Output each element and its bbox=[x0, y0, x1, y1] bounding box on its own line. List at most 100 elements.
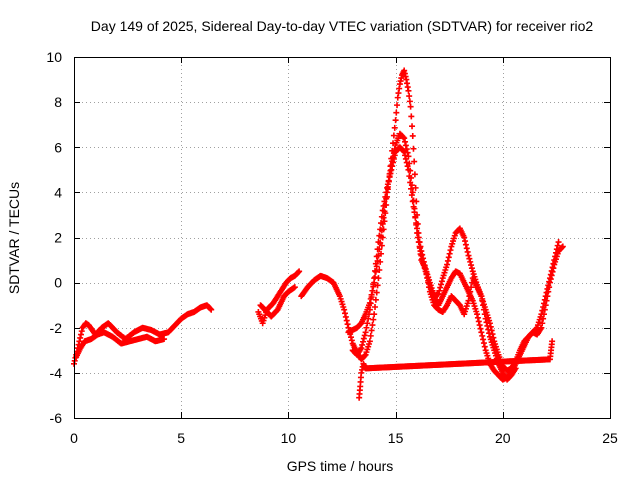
data-point bbox=[543, 289, 550, 296]
data-point bbox=[410, 145, 417, 152]
data-point bbox=[438, 281, 445, 288]
data-point bbox=[370, 316, 377, 323]
data-point bbox=[546, 275, 553, 282]
data-point bbox=[479, 297, 486, 304]
data-point bbox=[367, 332, 374, 339]
data-point bbox=[547, 271, 554, 278]
data-point bbox=[539, 320, 546, 327]
y-tick-label: 8 bbox=[54, 94, 62, 110]
data-point bbox=[484, 322, 491, 329]
data-point bbox=[546, 278, 553, 285]
data-point bbox=[477, 325, 484, 332]
data-point bbox=[425, 279, 432, 286]
data-point bbox=[435, 290, 442, 297]
data-point bbox=[413, 220, 420, 227]
data-point bbox=[343, 317, 350, 324]
series-4 bbox=[298, 67, 566, 383]
x-tick-label: 0 bbox=[70, 430, 78, 446]
data-point bbox=[412, 184, 419, 191]
data-point bbox=[401, 135, 408, 142]
data-point bbox=[479, 332, 486, 339]
data-point bbox=[367, 300, 374, 307]
data-point bbox=[417, 243, 424, 250]
data-point bbox=[409, 123, 416, 130]
data-point bbox=[481, 343, 488, 350]
data-point bbox=[379, 207, 386, 214]
data-point bbox=[423, 270, 430, 277]
data-point bbox=[383, 189, 390, 196]
data-point bbox=[466, 255, 473, 262]
data-point bbox=[467, 288, 474, 295]
x-axis-label: GPS time / hours bbox=[287, 458, 394, 474]
data-point bbox=[552, 253, 559, 260]
data-point bbox=[366, 311, 373, 318]
data-point bbox=[402, 155, 409, 162]
data-point bbox=[291, 284, 298, 291]
data-point bbox=[369, 287, 376, 294]
data-point bbox=[481, 311, 488, 318]
data-point bbox=[462, 241, 469, 248]
data-point bbox=[549, 264, 556, 271]
data-point bbox=[551, 257, 558, 264]
data-point bbox=[77, 334, 84, 341]
data-point bbox=[478, 329, 485, 336]
data-point bbox=[361, 332, 368, 339]
data-point bbox=[388, 166, 395, 173]
data-point bbox=[485, 326, 492, 333]
data-point bbox=[550, 260, 557, 267]
data-point bbox=[533, 325, 540, 332]
series-1 bbox=[73, 329, 168, 361]
data-point bbox=[482, 315, 489, 322]
series-2 bbox=[255, 268, 303, 327]
data-point bbox=[407, 179, 414, 186]
data-point bbox=[468, 284, 475, 291]
data-point bbox=[295, 269, 302, 276]
data-point bbox=[486, 330, 493, 337]
data-point bbox=[554, 242, 561, 249]
data-point bbox=[480, 340, 487, 347]
data-point bbox=[447, 247, 454, 254]
data-point bbox=[437, 284, 444, 291]
data-point bbox=[411, 171, 418, 178]
data-point bbox=[422, 266, 429, 273]
y-tick-label: 0 bbox=[54, 275, 62, 291]
data-point bbox=[360, 338, 367, 345]
data-point bbox=[464, 248, 471, 255]
data-point bbox=[344, 321, 351, 328]
data-point bbox=[420, 255, 427, 262]
data-point bbox=[411, 209, 418, 216]
data-point bbox=[390, 159, 397, 166]
data-point bbox=[381, 198, 388, 205]
data-point bbox=[420, 258, 427, 265]
data-point bbox=[373, 253, 380, 260]
data-point bbox=[384, 181, 391, 188]
data-point bbox=[540, 303, 547, 310]
data-point bbox=[382, 193, 389, 200]
y-tick-label: 10 bbox=[46, 49, 62, 65]
data-point bbox=[419, 251, 426, 258]
data-point bbox=[467, 258, 474, 265]
series-3 bbox=[257, 284, 298, 320]
data-point bbox=[401, 148, 408, 155]
data-point bbox=[409, 132, 416, 139]
data-point bbox=[400, 134, 407, 141]
data-point bbox=[372, 260, 379, 267]
data-point bbox=[407, 103, 414, 110]
data-point bbox=[461, 234, 468, 241]
x-tick-label: 20 bbox=[495, 430, 511, 446]
data-point bbox=[483, 319, 490, 326]
data-point bbox=[375, 239, 382, 246]
data-point bbox=[390, 155, 397, 162]
data-point bbox=[391, 124, 398, 131]
y-tick-label: -6 bbox=[50, 410, 63, 426]
data-point bbox=[161, 336, 168, 343]
data-point bbox=[406, 98, 413, 105]
data-point bbox=[389, 163, 396, 170]
data-point bbox=[421, 262, 428, 269]
data-point bbox=[405, 166, 412, 173]
data-series bbox=[71, 67, 566, 401]
data-point bbox=[371, 311, 378, 318]
data-point bbox=[558, 244, 565, 251]
data-point bbox=[408, 185, 415, 192]
